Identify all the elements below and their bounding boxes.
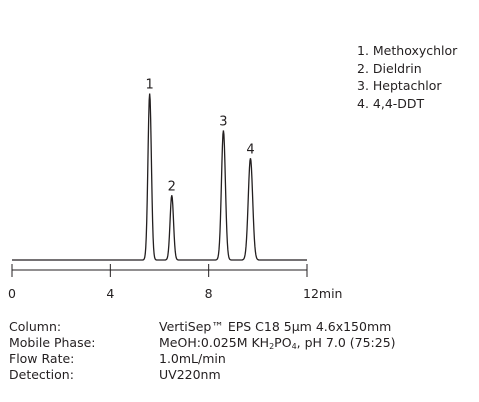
condition-row-detection: Detection: UV220nm (9, 367, 396, 383)
peak-label: 4 (246, 142, 254, 157)
chromatogram: 0 4 8 12min 1 2 3 4 (8, 78, 342, 302)
x-tick-label: 0 (8, 286, 16, 301)
peak-label: 1 (146, 78, 154, 93)
peak-label: 3 (219, 115, 227, 130)
peak-label: 2 (168, 179, 176, 194)
condition-row-mobile-phase: Mobile Phase: MeOH:0.025M KH2PO4, pH 7.0… (9, 335, 396, 351)
condition-label: Flow Rate: (9, 351, 75, 366)
x-tick-label: 8 (205, 286, 213, 301)
conditions-table: Column: VertiSep™ EPS C18 5μm 4.6x150mm … (9, 319, 396, 383)
condition-row-column: Column: VertiSep™ EPS C18 5μm 4.6x150mm (9, 319, 396, 335)
condition-label: Detection: (9, 367, 74, 382)
condition-value: UV220nm (159, 367, 221, 382)
condition-value: 1.0mL/min (159, 351, 226, 366)
x-tick-label: 4 (106, 286, 114, 301)
condition-label: Mobile Phase: (9, 335, 96, 350)
chromatogram-trace (12, 93, 307, 261)
legend-item: 4. 4,4-DDT (357, 95, 425, 111)
condition-value: MeOH:0.025M KH2PO4, pH 7.0 (75:25) (159, 335, 396, 351)
peak-legend: 1. Methoxychlor 2. Dieldrin 3. Heptachlo… (357, 42, 457, 112)
x-tick-label: 12min (303, 286, 342, 301)
legend-item: 2. Dieldrin (357, 60, 422, 76)
condition-value: VertiSep™ EPS C18 5μm 4.6x150mm (159, 319, 392, 334)
legend-item: 1. Methoxychlor (357, 43, 458, 58)
legend-item: 3. Heptachlor (357, 78, 442, 93)
condition-row-flow-rate: Flow Rate: 1.0mL/min (9, 351, 396, 367)
condition-label: Column: (9, 319, 62, 334)
